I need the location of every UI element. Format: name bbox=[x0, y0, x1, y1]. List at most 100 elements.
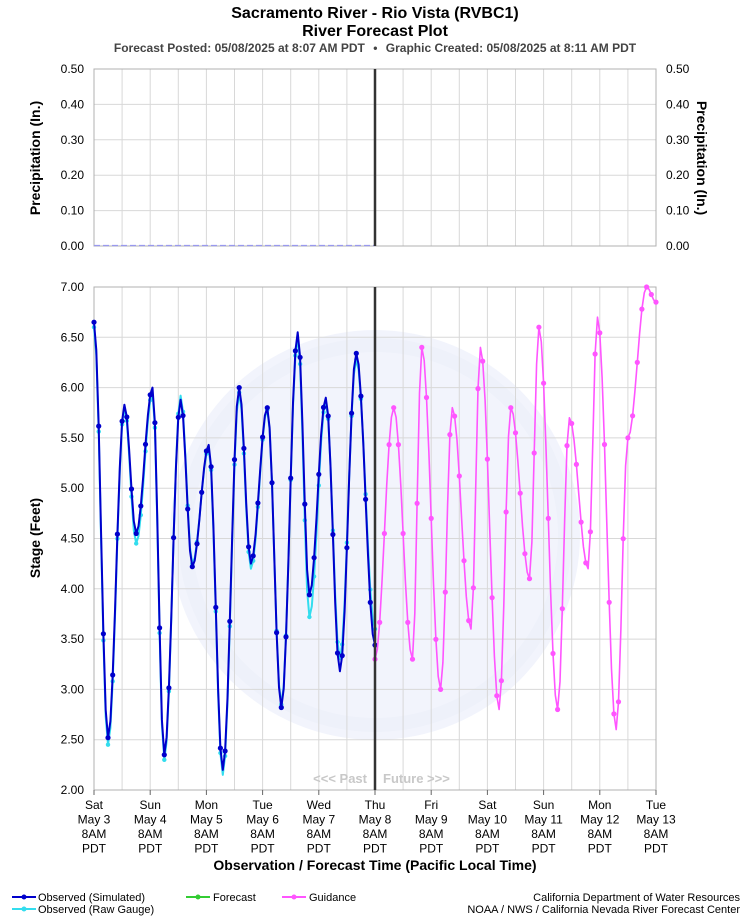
series-point-observed-sim bbox=[147, 392, 153, 398]
series-point-observed-sim bbox=[283, 634, 289, 640]
precip-ytick-left: 0.50 bbox=[61, 62, 85, 76]
series-point-guidance bbox=[555, 706, 561, 713]
series-point-guidance bbox=[569, 420, 575, 427]
x-tick-label: Mon May 12 8AM PDT bbox=[580, 798, 620, 856]
series-point-guidance bbox=[597, 330, 603, 336]
series-point-observed-sim bbox=[288, 475, 294, 481]
x-tick-label: Sun May 4 8AM PDT bbox=[134, 798, 167, 856]
series-point-observed-sim bbox=[353, 350, 359, 356]
precip-ytick-right: 0.00 bbox=[666, 239, 690, 253]
stage-y-ticks: 7.00 6.50 6.00 5.50 5.00 4.50 4.00 3.50 3.00 2.50… bbox=[61, 280, 85, 797]
legend-observed-raw-label: Observed (Raw Gauge) bbox=[38, 904, 154, 916]
series-point-observed-sim bbox=[246, 544, 252, 550]
series-point-guidance bbox=[433, 636, 439, 642]
series-point-guidance bbox=[512, 430, 519, 436]
series-observed-sim bbox=[91, 319, 378, 771]
legend-forecast-label: Forecast bbox=[213, 892, 256, 904]
series-point-guidance bbox=[428, 515, 434, 522]
series-point-guidance bbox=[442, 589, 448, 595]
series-point-observed-sim bbox=[105, 735, 111, 741]
series-point-observed-sim bbox=[110, 672, 116, 678]
series-point-observed-sim bbox=[250, 553, 256, 559]
legend-swatch-dot bbox=[21, 906, 27, 912]
series-point-observed-raw bbox=[134, 541, 139, 546]
series-point-observed-sim bbox=[297, 354, 303, 360]
series-point-guidance bbox=[503, 509, 509, 515]
series-point-guidance bbox=[381, 530, 387, 537]
precip-ytick-left: 0.30 bbox=[61, 133, 85, 147]
series-point-observed-sim bbox=[161, 752, 167, 758]
series-point-guidance bbox=[634, 359, 640, 365]
series-point-guidance bbox=[419, 344, 425, 350]
future-label: Future >>> bbox=[383, 771, 450, 786]
header-separator: • bbox=[373, 41, 377, 55]
legend-observed-sim: Observed (Simulated) bbox=[12, 892, 145, 904]
series-point-observed-sim bbox=[152, 420, 158, 426]
past-label: <<< Past bbox=[313, 771, 368, 786]
series-guidance bbox=[372, 284, 659, 731]
series-point-observed-sim bbox=[124, 414, 130, 420]
x-tick-label: Mon May 5 8AM PDT bbox=[190, 798, 223, 856]
series-point-observed-sim bbox=[339, 653, 345, 659]
series-point-observed-sim bbox=[185, 506, 191, 512]
series-point-guidance bbox=[466, 618, 472, 624]
stage-ytick: 4.50 bbox=[61, 532, 85, 546]
series-point-guidance bbox=[470, 585, 476, 591]
series-point-observed-sim bbox=[199, 489, 205, 495]
series-point-observed-sim bbox=[330, 531, 336, 538]
legend-guidance-label: Guidance bbox=[309, 892, 356, 904]
x-tick-label: Tue May 6 8AM PDT bbox=[246, 798, 279, 856]
precip-y-ticks: 0.50 0.50 0.40 0.40 0.30 0.30 0.20 0.20 0.10 0.10… bbox=[61, 62, 690, 253]
precip-ytick-left: 0.40 bbox=[61, 97, 85, 111]
series-point-guidance bbox=[545, 515, 551, 522]
legend-swatch-dot bbox=[195, 894, 201, 900]
series-point-observed-sim bbox=[236, 385, 242, 391]
precip-ytick-left: 0.10 bbox=[61, 204, 85, 218]
precip-ylabel-left: Precipitation (In.) bbox=[27, 101, 43, 215]
series-point-observed-sim bbox=[128, 486, 135, 492]
series-point-guidance bbox=[386, 442, 392, 448]
precip-ylabel-right: Precipitation (In.) bbox=[694, 101, 710, 215]
series-point-guidance bbox=[484, 456, 490, 462]
stage-ylabel: Stage (Feet) bbox=[27, 498, 43, 578]
series-point-observed-sim bbox=[133, 530, 139, 537]
legend-observed-raw: Observed (Raw Gauge) bbox=[12, 904, 154, 916]
stage-ytick: 6.50 bbox=[61, 330, 85, 344]
series-point-guidance bbox=[648, 291, 654, 298]
series-point-observed-raw bbox=[307, 614, 312, 620]
precip-ytick-right: 0.20 bbox=[666, 168, 690, 182]
precip-ytick-right: 0.10 bbox=[666, 204, 690, 218]
series-point-observed-sim bbox=[203, 448, 209, 454]
series-point-guidance bbox=[587, 529, 594, 535]
series-point-observed-sim bbox=[91, 319, 97, 325]
series-point-guidance bbox=[400, 530, 406, 537]
x-tick-label: Sat May 10 8AM PDT bbox=[468, 798, 508, 856]
series-point-observed-sim bbox=[213, 604, 219, 611]
series-point-guidance bbox=[447, 432, 453, 438]
credit-cnrfc: NOAA / NWS / California Nevada River For… bbox=[467, 904, 740, 916]
series-point-observed-sim bbox=[180, 413, 186, 419]
forecast-posted: Forecast Posted: 05/08/2025 at 8:07 AM P… bbox=[114, 41, 366, 55]
series-point-guidance bbox=[625, 435, 631, 441]
stage-ytick: 7.00 bbox=[61, 280, 85, 294]
x-axis-ticks: Sat May 3 8AM PDT Sun May 4 8AM PDT Mon May 5 8AM P… bbox=[78, 790, 676, 856]
series-point-guidance bbox=[480, 358, 486, 364]
series-point-observed-sim bbox=[166, 685, 172, 691]
stage-ytick: 2.00 bbox=[61, 783, 85, 797]
series-point-guidance bbox=[559, 606, 565, 612]
legend-swatch-dot bbox=[21, 894, 27, 900]
precip-ytick-left: 0.20 bbox=[61, 168, 85, 182]
stage-panel: 7.00 6.50 6.00 5.50 5.00 4.50 4.00 3.50 3.00 2.50… bbox=[27, 280, 659, 797]
series-point-observed-sim bbox=[194, 541, 200, 547]
series-point-observed-sim bbox=[264, 405, 270, 411]
series-point-observed-sim bbox=[217, 745, 223, 751]
series-point-observed-sim bbox=[292, 348, 298, 354]
series-point-guidance bbox=[601, 441, 608, 448]
series-point-guidance bbox=[583, 560, 589, 566]
series-point-guidance bbox=[615, 699, 622, 705]
series-point-guidance bbox=[423, 394, 430, 401]
series-point-observed-sim bbox=[334, 650, 341, 656]
series-point-observed-sim bbox=[175, 414, 181, 420]
chart-title: Sacramento River - Rio Vista (RVBC1) bbox=[231, 5, 519, 22]
